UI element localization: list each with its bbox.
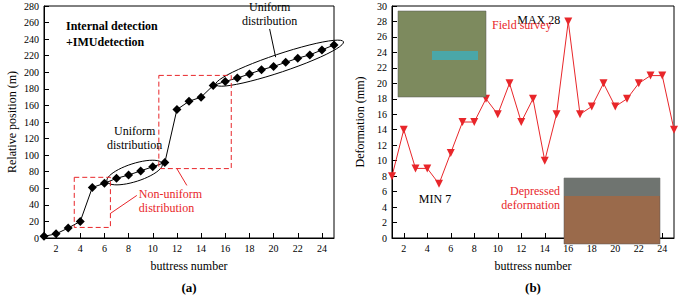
svg-text:Deformation (mm): Deformation (mm) [353, 77, 367, 168]
svg-text:120: 120 [24, 133, 39, 144]
svg-text:distribution: distribution [107, 138, 162, 152]
svg-text:0: 0 [382, 233, 387, 244]
svg-text:12: 12 [377, 140, 387, 151]
svg-text:18: 18 [244, 243, 254, 254]
svg-text:buttress number: buttress number [495, 259, 572, 273]
svg-text:2: 2 [54, 243, 59, 254]
svg-text:240: 240 [24, 34, 39, 45]
svg-text:6: 6 [102, 243, 107, 254]
svg-text:8: 8 [382, 171, 387, 182]
svg-text:16: 16 [377, 109, 387, 120]
svg-text:20: 20 [269, 243, 279, 254]
svg-text:4: 4 [78, 243, 83, 254]
svg-text:18: 18 [586, 242, 597, 254]
svg-text:24: 24 [657, 242, 668, 254]
svg-text:18: 18 [377, 93, 387, 104]
svg-text:28: 28 [377, 16, 387, 27]
svg-text:Internal detection: Internal detection [66, 19, 158, 33]
svg-text:16: 16 [220, 243, 230, 254]
svg-text:24: 24 [317, 243, 327, 254]
svg-text:22: 22 [377, 62, 387, 73]
svg-text:0: 0 [34, 233, 39, 244]
svg-text:10: 10 [148, 243, 158, 254]
svg-text:buttress number: buttress number [151, 259, 228, 273]
svg-text:180: 180 [24, 83, 39, 94]
svg-text:24: 24 [377, 47, 387, 58]
svg-text:160: 160 [24, 100, 39, 111]
svg-text:14: 14 [540, 243, 550, 254]
svg-text:260: 260 [24, 17, 39, 28]
svg-text:(a): (a) [181, 280, 196, 295]
svg-text:8: 8 [126, 243, 131, 254]
svg-text:20: 20 [29, 216, 39, 227]
svg-text:14: 14 [196, 243, 206, 254]
svg-text:Depressed: Depressed [510, 184, 560, 198]
svg-text:40: 40 [29, 199, 39, 210]
svg-text:16: 16 [563, 242, 574, 254]
svg-text:4: 4 [382, 202, 387, 213]
svg-text:30: 30 [377, 1, 387, 12]
svg-text:100: 100 [24, 150, 39, 161]
svg-text:60: 60 [29, 183, 39, 194]
svg-text:22: 22 [633, 242, 644, 254]
svg-text:22: 22 [293, 243, 303, 254]
svg-text:(b): (b) [525, 280, 541, 295]
svg-text:200: 200 [24, 67, 39, 78]
svg-text:MIN 7: MIN 7 [419, 192, 451, 206]
svg-text:10: 10 [377, 155, 387, 166]
svg-text:12: 12 [516, 243, 526, 254]
svg-text:Relative position (m): Relative position (m) [5, 71, 19, 173]
svg-text:14: 14 [377, 124, 387, 135]
svg-text:10: 10 [493, 243, 503, 254]
svg-text:6: 6 [382, 186, 387, 197]
svg-text:20: 20 [610, 242, 621, 254]
svg-text:Uniform: Uniform [249, 0, 291, 14]
svg-text:80: 80 [29, 166, 39, 177]
svg-text:4: 4 [425, 243, 430, 254]
svg-text:Non-uniform: Non-uniform [139, 187, 203, 201]
svg-text:distribution: distribution [139, 201, 194, 215]
svg-text:distribution: distribution [242, 14, 297, 28]
svg-text:Field survey: Field survey [492, 18, 552, 32]
svg-text:2: 2 [382, 217, 387, 228]
svg-text:deformation: deformation [501, 198, 560, 212]
svg-text:280: 280 [24, 1, 39, 12]
svg-text:12: 12 [172, 243, 182, 254]
svg-text:8: 8 [472, 243, 477, 254]
svg-text:+IMUdetection: +IMUdetection [66, 35, 144, 49]
svg-text:20: 20 [377, 78, 387, 89]
svg-text:220: 220 [24, 50, 39, 61]
svg-text:140: 140 [24, 117, 39, 128]
svg-text:26: 26 [377, 31, 387, 42]
svg-text:2: 2 [401, 243, 406, 254]
svg-text:6: 6 [448, 243, 453, 254]
svg-text:Uniform: Uniform [114, 124, 156, 138]
